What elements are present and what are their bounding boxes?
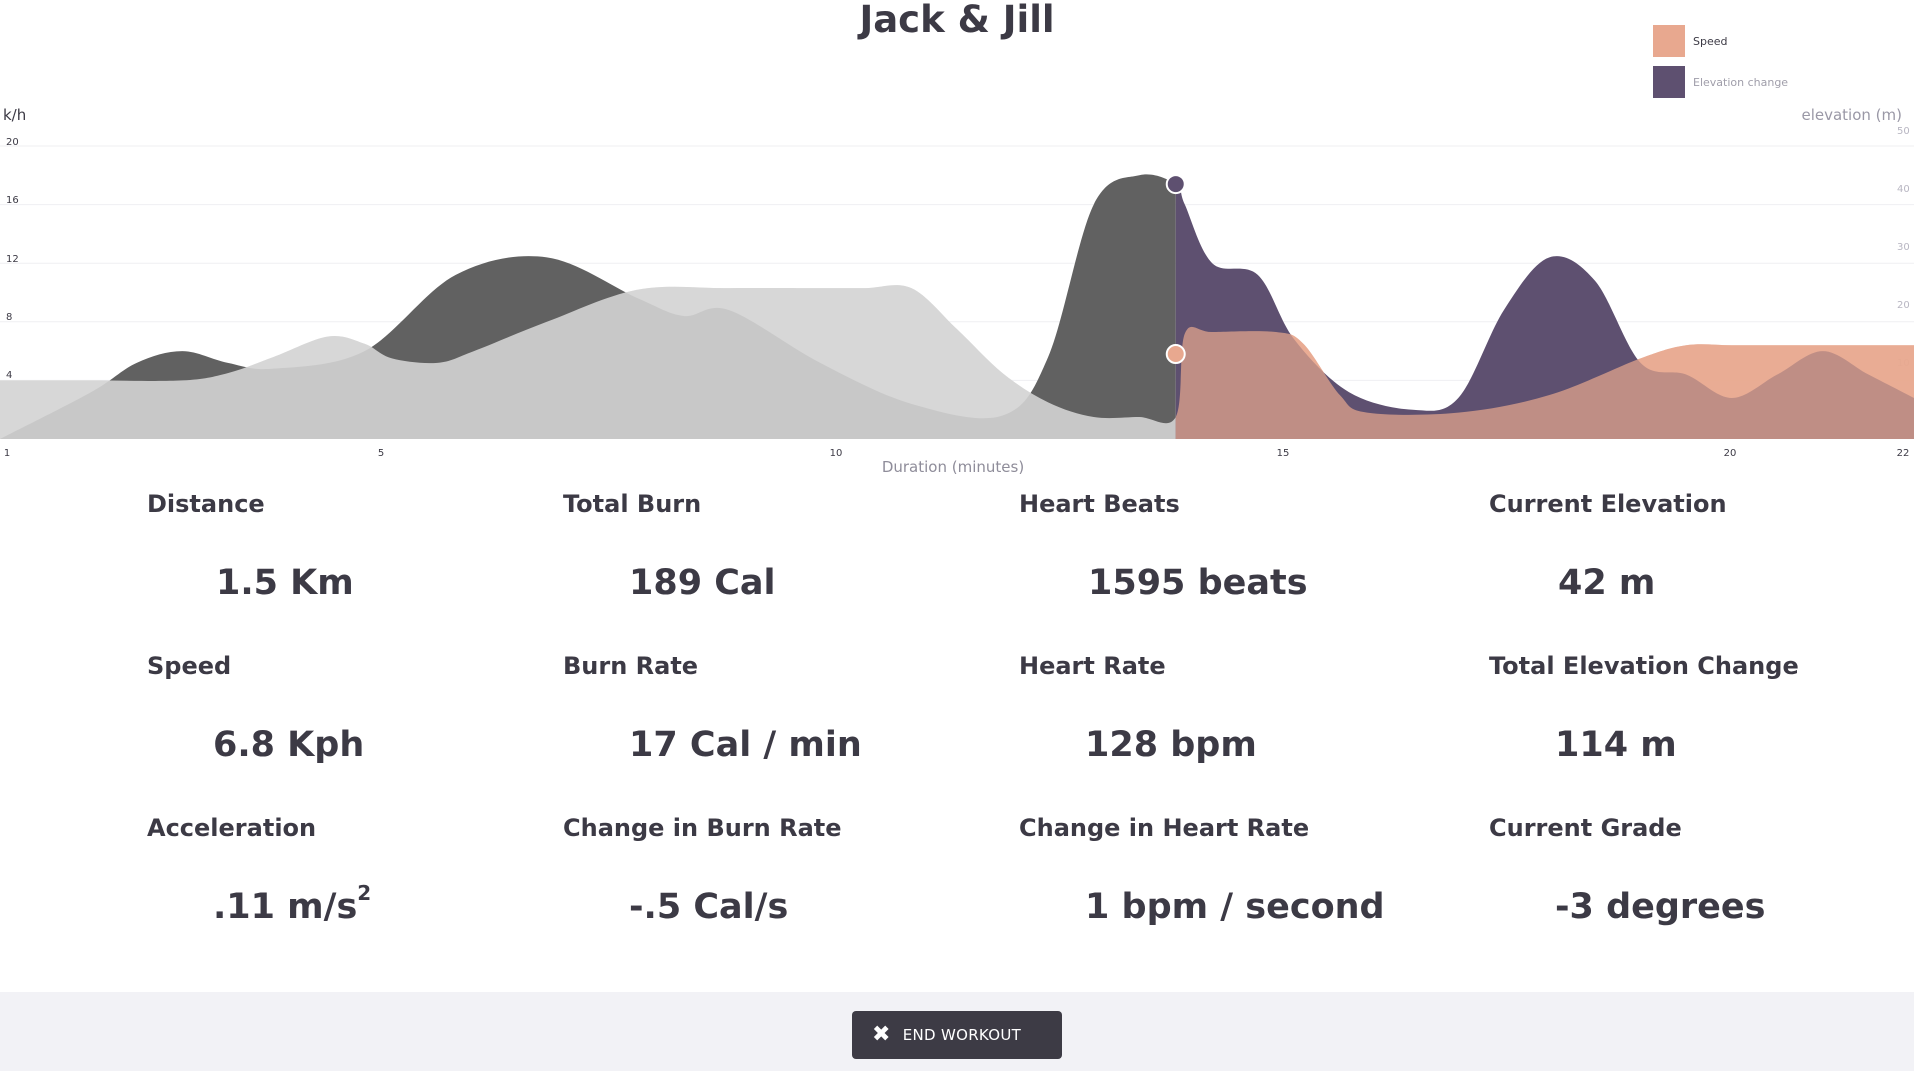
chart-past-section <box>0 174 1176 439</box>
stat-value: -3 degrees <box>1555 887 1766 927</box>
x-tick: 5 <box>377 448 385 459</box>
stat-current-elevation: Current Elevation 42 m <box>1489 490 1727 603</box>
x-tick: 20 <box>1723 448 1737 459</box>
y-tick-right: 30 <box>1897 242 1910 253</box>
stat-label: Total Elevation Change <box>1489 652 1799 680</box>
stat-label: Acceleration <box>147 814 317 842</box>
legend-swatch-elevation <box>1653 66 1685 98</box>
legend-item-elevation: Elevation change <box>1653 66 1788 98</box>
stat-value: 6.8 Kph <box>213 725 365 765</box>
stat-total-burn: Total Burn 189 Cal <box>563 490 776 603</box>
y-tick-left: 8 <box>6 312 13 323</box>
stat-value: 114 m <box>1555 725 1677 765</box>
stat-label: Change in Burn Rate <box>563 814 842 842</box>
stat-value: -.5 Cal/s <box>629 887 789 927</box>
stat-label: Distance <box>147 490 265 518</box>
y-tick-left: 12 <box>6 254 19 265</box>
speed-area-future-overlay <box>1175 326 1914 439</box>
y-axis-label-left: k/h <box>3 106 27 124</box>
stat-label: Burn Rate <box>563 652 699 680</box>
stats-grid: Distance 1.5 Km Total Burn 189 Cal Heart… <box>0 490 1914 970</box>
y-tick-left: 16 <box>6 195 19 206</box>
stat-value: 17 Cal / min <box>629 725 862 765</box>
y-axis-label-right: elevation (m) <box>1801 106 1902 124</box>
chart-legend: Speed Elevation change <box>1653 25 1788 107</box>
y-tick-left: 20 <box>6 137 19 148</box>
legend-label-elevation: Elevation change <box>1693 75 1789 89</box>
stat-label: Current Elevation <box>1489 490 1727 518</box>
stat-value: 1595 beats <box>1088 563 1308 603</box>
footer-bar: ✖ END WORKOUT <box>0 992 1914 1071</box>
stat-label: Total Burn <box>563 490 702 518</box>
x-tick: 1 <box>3 448 11 459</box>
stat-current-grade: Current Grade -3 degrees <box>1489 814 1765 927</box>
speed-current-marker <box>1165 344 1186 365</box>
stat-total-elevation-change: Total Elevation Change 114 m <box>1489 652 1799 765</box>
stat-label: Heart Beats <box>1019 490 1180 518</box>
workout-title: Jack & Jill <box>859 0 1055 41</box>
stat-change-heart-rate: Change in Heart Rate 1 bpm / second <box>1019 814 1385 927</box>
stat-distance: Distance 1.5 Km <box>147 490 354 603</box>
legend-swatch-speed <box>1653 25 1685 57</box>
y-tick-right: 50 <box>1897 126 1910 137</box>
stat-label: Change in Heart Rate <box>1019 814 1310 842</box>
stat-value: 128 bpm <box>1085 725 1257 765</box>
x-tick: 10 <box>829 448 843 459</box>
stat-value: 189 Cal <box>629 563 776 603</box>
legend-item-speed: Speed <box>1653 25 1788 57</box>
stat-value: 1 bpm / second <box>1085 887 1385 927</box>
y-tick-right: 40 <box>1897 184 1910 195</box>
end-workout-label: END WORKOUT <box>902 1026 1022 1044</box>
stat-value: .11 m/s <box>213 887 358 927</box>
close-icon: ✖ <box>872 1022 891 1047</box>
chart-future-section <box>1175 184 1914 439</box>
speed-elevation-chart <box>0 145 1914 439</box>
elevation-current-marker <box>1165 174 1186 195</box>
x-tick: 22 <box>1896 448 1910 459</box>
y-tick-left: 4 <box>6 370 13 381</box>
x-axis-label: Duration (minutes) <box>881 458 1025 476</box>
stat-heart-beats: Heart Beats 1595 beats <box>1019 490 1308 603</box>
stat-label: Current Grade <box>1489 814 1682 842</box>
stat-value: 42 m <box>1558 563 1656 603</box>
legend-label-speed: Speed <box>1693 34 1728 48</box>
stat-burn-rate: Burn Rate 17 Cal / min <box>563 652 862 765</box>
stat-acceleration: Acceleration .11 m/s2 <box>147 814 371 927</box>
stat-label: Heart Rate <box>1019 652 1166 680</box>
stat-heart-rate: Heart Rate 128 bpm <box>1019 652 1257 765</box>
stat-value: 1.5 Km <box>216 563 354 603</box>
stat-value-acceleration: .11 m/s2 <box>213 881 371 927</box>
stat-speed: Speed 6.8 Kph <box>147 652 364 765</box>
speed-area-past-overlay <box>0 285 1176 439</box>
end-workout-button[interactable]: ✖ END WORKOUT <box>852 1011 1062 1059</box>
superscript-exponent: 2 <box>357 881 372 905</box>
stat-label: Speed <box>147 652 232 680</box>
x-tick: 15 <box>1276 448 1290 459</box>
stat-change-burn-rate: Change in Burn Rate -.5 Cal/s <box>563 814 842 927</box>
elevation-area-future <box>1175 184 1914 439</box>
y-tick-right: 20 <box>1897 300 1910 311</box>
